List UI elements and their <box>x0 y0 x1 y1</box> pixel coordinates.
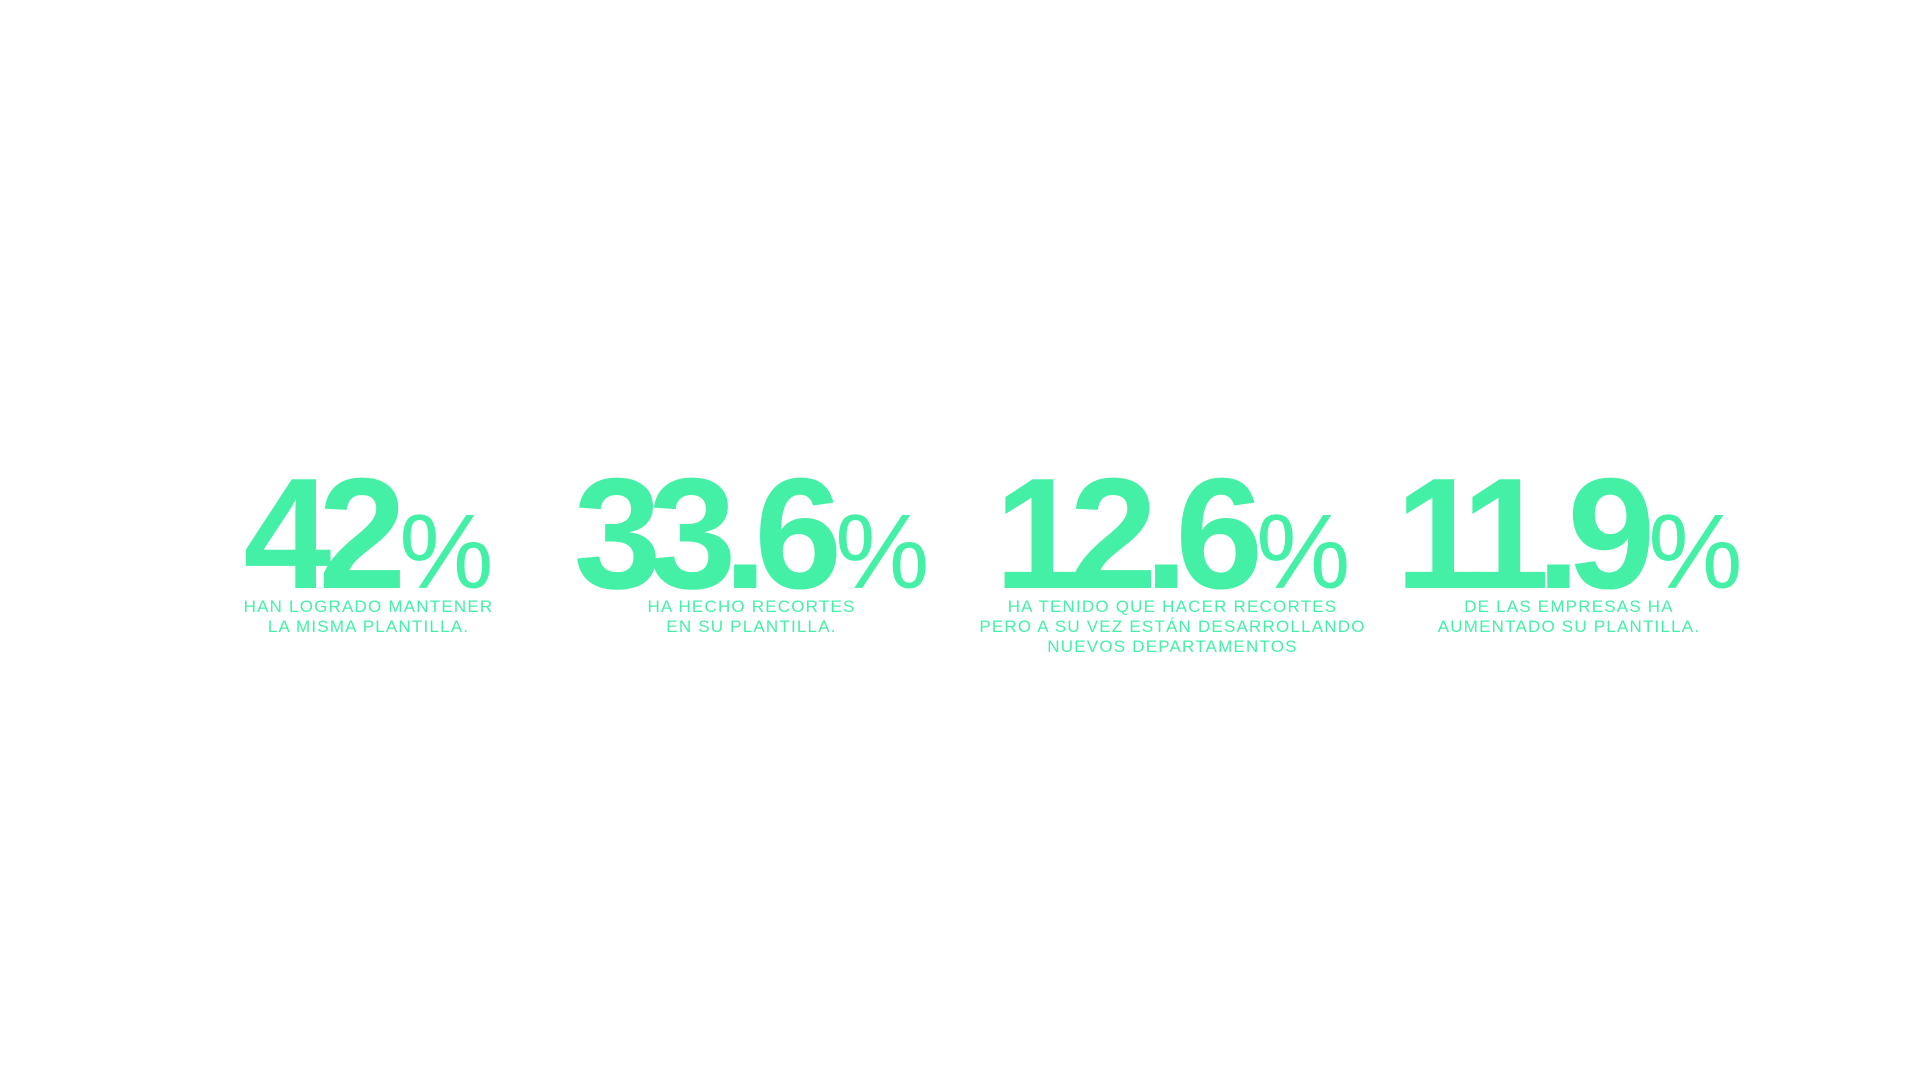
stat-caption: HA HECHO RECORTES EN SU PLANTILLA. <box>647 597 855 637</box>
caption-line: DE LAS EMPRESAS HA <box>1464 597 1674 616</box>
percent-sign: % <box>1648 493 1743 611</box>
stat-staff-cuts: 33.6 % HA HECHO RECORTES EN SU PLANTILLA… <box>563 455 940 637</box>
stat-cuts-and-new-departments: 12.6 % HA TENIDO QUE HACER RECORTES PERO… <box>975 455 1370 657</box>
stat-caption: HA TENIDO QUE HACER RECORTES PERO A SU V… <box>979 597 1365 657</box>
percent-sign: % <box>1256 493 1351 611</box>
stat-value: 12.6 <box>994 446 1263 622</box>
stat-figure: 33.6 % <box>574 455 930 613</box>
stat-figure: 42 % <box>243 455 493 613</box>
caption-line: HA HECHO RECORTES <box>647 597 856 616</box>
stat-caption: HAN LOGRADO MANTENER LA MISMA PLANTILLA. <box>244 597 494 637</box>
caption-line: HAN LOGRADO MANTENER <box>243 597 494 616</box>
stat-figure: 11.9 % <box>1395 455 1742 613</box>
stat-value: 42 <box>243 446 406 622</box>
stat-value: 33.6 <box>573 446 842 622</box>
caption-line: LA MISMA PLANTILLA. <box>267 617 470 636</box>
percent-sign: % <box>835 493 930 611</box>
caption-line: PERO A SU VEZ ESTÁN DESARROLLANDO <box>979 617 1366 636</box>
caption-line: HA TENIDO QUE HACER RECORTES <box>1007 597 1338 616</box>
stat-maintained-staff: 42 % HAN LOGRADO MANTENER LA MISMA PLANT… <box>237 455 500 637</box>
stat-figure: 12.6 % <box>995 455 1351 613</box>
stat-caption: DE LAS EMPRESAS HA AUMENTADO SU PLANTILL… <box>1438 597 1701 637</box>
stat-value: 11.9 <box>1395 446 1655 622</box>
stat-increased-staff: 11.9 % DE LAS EMPRESAS HA AUMENTADO SU P… <box>1395 455 1742 637</box>
percent-sign: % <box>399 493 494 611</box>
caption-line: AUMENTADO SU PLANTILLA. <box>1437 617 1701 636</box>
caption-line: NUEVOS DEPARTAMENTOS <box>1047 637 1298 656</box>
caption-line: EN SU PLANTILLA. <box>666 617 837 636</box>
